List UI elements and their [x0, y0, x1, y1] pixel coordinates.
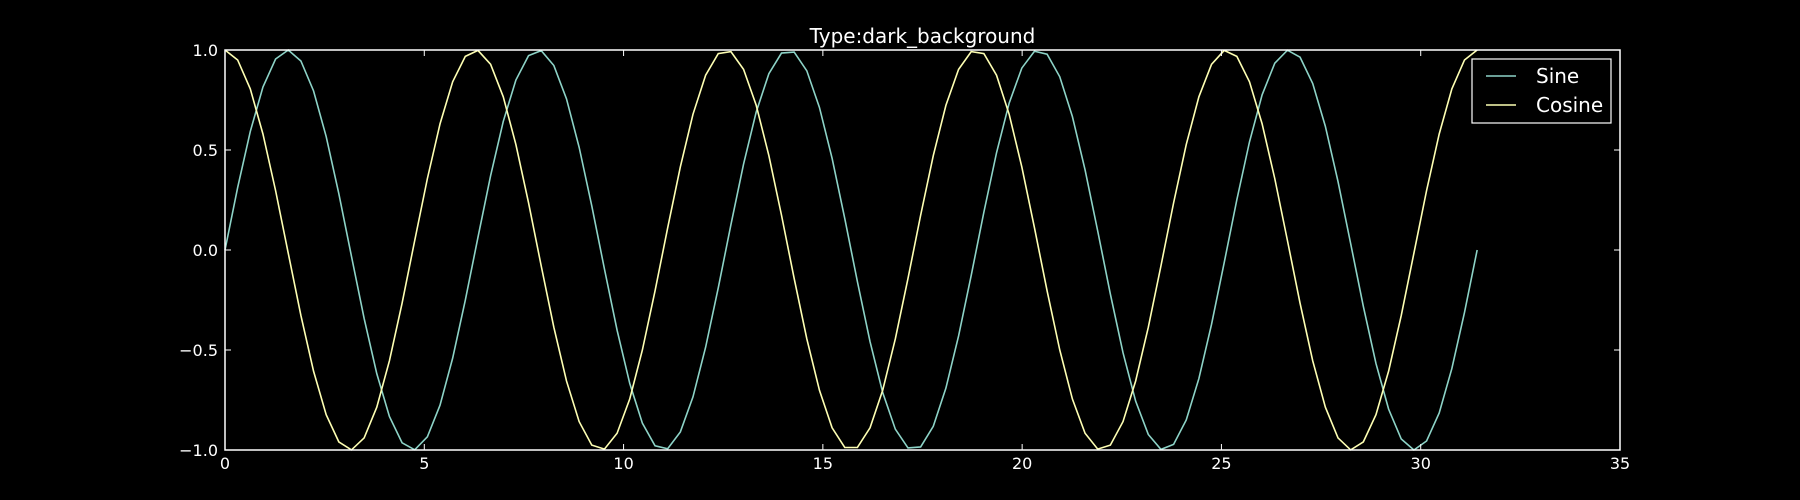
y-tick-label: −0.5 [179, 341, 218, 360]
legend: Sine Cosine [1471, 58, 1612, 124]
x-tick-label: 15 [813, 454, 833, 473]
x-tick-label: 0 [220, 454, 230, 473]
y-tick-label: 1.0 [193, 41, 218, 60]
ticks-layer: 0 5 10 15 20 25 30 35 −1.0 −0.5 0.0 0.5 1.0 [179, 41, 1630, 473]
legend-label-sine: Sine [1536, 64, 1579, 88]
y-tick-label: 0.0 [193, 241, 218, 260]
x-tick-label: 30 [1411, 454, 1431, 473]
legend-label-cosine: Cosine [1536, 93, 1603, 117]
legend-box [1471, 58, 1612, 124]
y-tick-label: −1.0 [179, 441, 218, 460]
x-tick-label: 35 [1610, 454, 1630, 473]
series-layer [224, 49, 1478, 451]
x-tick-label: 20 [1012, 454, 1032, 473]
x-tick-label: 25 [1211, 454, 1231, 473]
y-tick-label: 0.5 [193, 141, 218, 160]
chart-title: Type:dark_background [809, 24, 1036, 48]
plot-frame [224, 49, 1621, 451]
x-tick-label: 5 [419, 454, 429, 473]
x-tick-label: 10 [613, 454, 633, 473]
series-line-sine [224, 49, 1478, 451]
series-line-cosine [224, 49, 1478, 451]
